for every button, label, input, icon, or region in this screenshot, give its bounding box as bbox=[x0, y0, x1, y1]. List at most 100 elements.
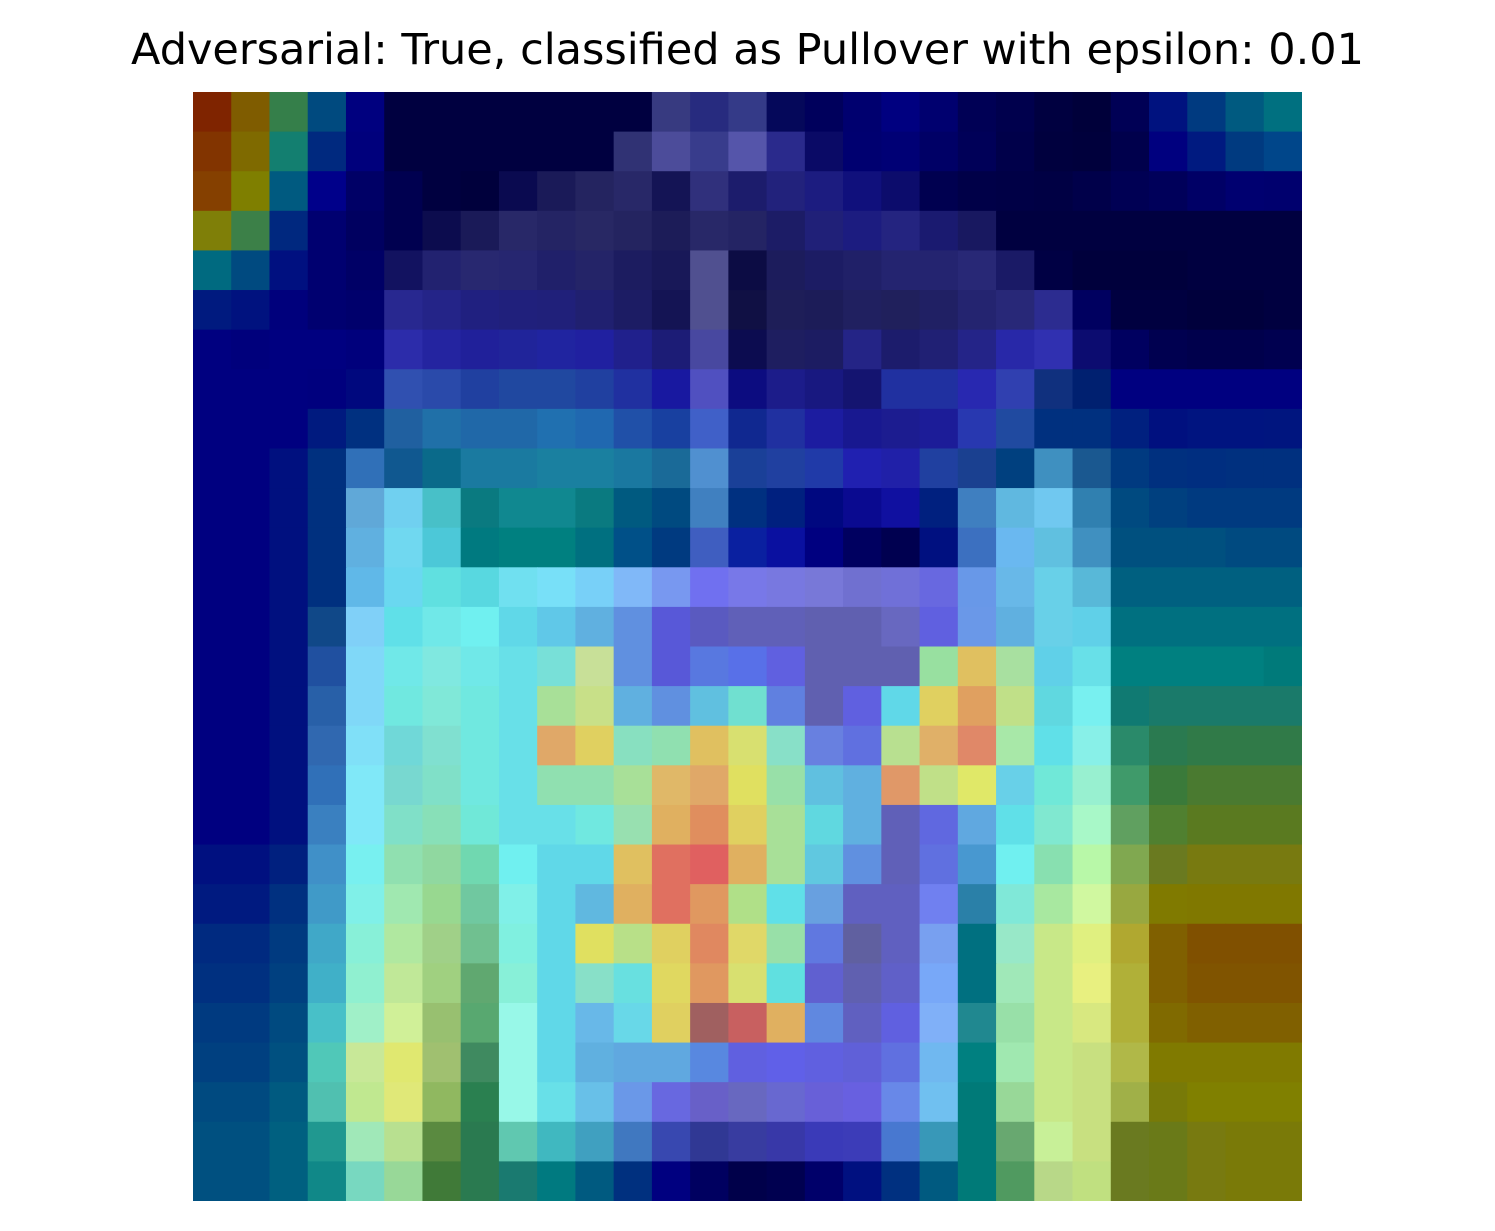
heatmap-cell bbox=[958, 845, 997, 885]
heatmap-cell bbox=[805, 924, 844, 964]
heatmap-cell bbox=[231, 884, 270, 924]
heatmap-cell bbox=[1034, 647, 1073, 687]
heatmap-cell bbox=[958, 963, 997, 1003]
heatmap-cell bbox=[231, 290, 270, 330]
heatmap-cell bbox=[843, 924, 882, 964]
heatmap-cell bbox=[996, 211, 1035, 251]
heatmap-cell bbox=[461, 488, 500, 528]
heatmap-cell bbox=[1264, 726, 1302, 766]
heatmap-cell bbox=[422, 171, 461, 211]
heatmap-cell bbox=[537, 686, 576, 726]
heatmap-cell bbox=[1034, 92, 1073, 132]
heatmap-cell bbox=[1264, 567, 1302, 607]
heatmap-cell bbox=[1149, 805, 1188, 845]
heatmap-cell bbox=[461, 1161, 500, 1201]
heatmap-cell bbox=[843, 369, 882, 409]
heatmap-cell bbox=[269, 1003, 308, 1043]
heatmap-cell bbox=[269, 171, 308, 211]
heatmap-cell bbox=[843, 409, 882, 449]
heatmap-cell bbox=[308, 845, 347, 885]
heatmap-cell bbox=[728, 567, 767, 607]
heatmap-cell bbox=[575, 488, 614, 528]
heatmap-cell bbox=[308, 1082, 347, 1122]
heatmap-cell bbox=[805, 1161, 844, 1201]
heatmap-cell bbox=[805, 488, 844, 528]
heatmap-cell bbox=[1073, 845, 1112, 885]
heatmap-cell bbox=[308, 647, 347, 687]
heatmap-cell bbox=[614, 171, 653, 211]
heatmap-cell bbox=[193, 171, 232, 211]
heatmap-cell bbox=[652, 1082, 691, 1122]
heatmap-cell bbox=[958, 92, 997, 132]
heatmap-cell bbox=[843, 805, 882, 845]
heatmap-cell bbox=[193, 607, 232, 647]
heatmap-cell bbox=[193, 1003, 232, 1043]
heatmap-cell bbox=[308, 686, 347, 726]
heatmap-cell bbox=[805, 686, 844, 726]
heatmap-cell bbox=[767, 805, 806, 845]
heatmap-cell bbox=[1073, 132, 1112, 172]
heatmap-cell bbox=[231, 171, 270, 211]
heatmap-cell bbox=[767, 250, 806, 290]
heatmap-cell bbox=[384, 647, 423, 687]
heatmap-cell bbox=[1034, 963, 1073, 1003]
heatmap-cell bbox=[384, 805, 423, 845]
heatmap-cell bbox=[384, 528, 423, 568]
heatmap-cell bbox=[193, 250, 232, 290]
heatmap-cell bbox=[308, 924, 347, 964]
heatmap-cell bbox=[1149, 924, 1188, 964]
heatmap-cell bbox=[1034, 845, 1073, 885]
heatmap-cell bbox=[1073, 1122, 1112, 1162]
heatmap-cell bbox=[996, 1082, 1035, 1122]
heatmap-cell bbox=[231, 765, 270, 805]
heatmap-cell bbox=[1226, 250, 1265, 290]
heatmap-cell bbox=[690, 963, 729, 1003]
heatmap-cell bbox=[1226, 1122, 1265, 1162]
heatmap-cell bbox=[690, 448, 729, 488]
heatmap-cell bbox=[652, 409, 691, 449]
heatmap-cell bbox=[652, 330, 691, 370]
heatmap-cell bbox=[308, 488, 347, 528]
heatmap-cell bbox=[1111, 765, 1150, 805]
heatmap-cell bbox=[690, 92, 729, 132]
heatmap-cell bbox=[728, 369, 767, 409]
heatmap-cell bbox=[805, 726, 844, 766]
heatmap-cell bbox=[881, 1003, 920, 1043]
heatmap-cell bbox=[537, 1161, 576, 1201]
heatmap-cell bbox=[231, 686, 270, 726]
heatmap-cell bbox=[384, 369, 423, 409]
heatmap-cell bbox=[614, 1082, 653, 1122]
heatmap-cell bbox=[843, 211, 882, 251]
heatmap-cell bbox=[996, 92, 1035, 132]
heatmap-cell bbox=[881, 607, 920, 647]
heatmap-cell bbox=[1149, 726, 1188, 766]
heatmap-cell bbox=[461, 884, 500, 924]
heatmap-cell bbox=[1111, 488, 1150, 528]
heatmap-cell bbox=[996, 488, 1035, 528]
heatmap-cell bbox=[881, 765, 920, 805]
heatmap-cell bbox=[881, 250, 920, 290]
heatmap-cell bbox=[1034, 924, 1073, 964]
heatmap-cell bbox=[1034, 765, 1073, 805]
chart-title: Adversarial: True, classified as Pullove… bbox=[0, 22, 1495, 78]
heatmap-cell bbox=[652, 884, 691, 924]
heatmap-cell bbox=[384, 132, 423, 172]
heatmap-cell bbox=[920, 686, 959, 726]
heatmap-cell bbox=[728, 409, 767, 449]
heatmap-cell bbox=[422, 607, 461, 647]
heatmap-cell bbox=[346, 1082, 385, 1122]
heatmap-cell bbox=[193, 409, 232, 449]
heatmap-cell bbox=[1073, 647, 1112, 687]
heatmap-cell bbox=[1264, 884, 1302, 924]
heatmap-cell bbox=[920, 211, 959, 251]
heatmap-cell bbox=[269, 92, 308, 132]
heatmap-cell bbox=[1187, 647, 1226, 687]
heatmap-cell bbox=[1149, 1122, 1188, 1162]
heatmap-cell bbox=[308, 528, 347, 568]
heatmap-cell bbox=[422, 92, 461, 132]
heatmap-cell bbox=[843, 132, 882, 172]
heatmap-cell bbox=[537, 567, 576, 607]
heatmap-cell bbox=[690, 567, 729, 607]
heatmap-cell bbox=[690, 884, 729, 924]
heatmap-cell bbox=[843, 290, 882, 330]
